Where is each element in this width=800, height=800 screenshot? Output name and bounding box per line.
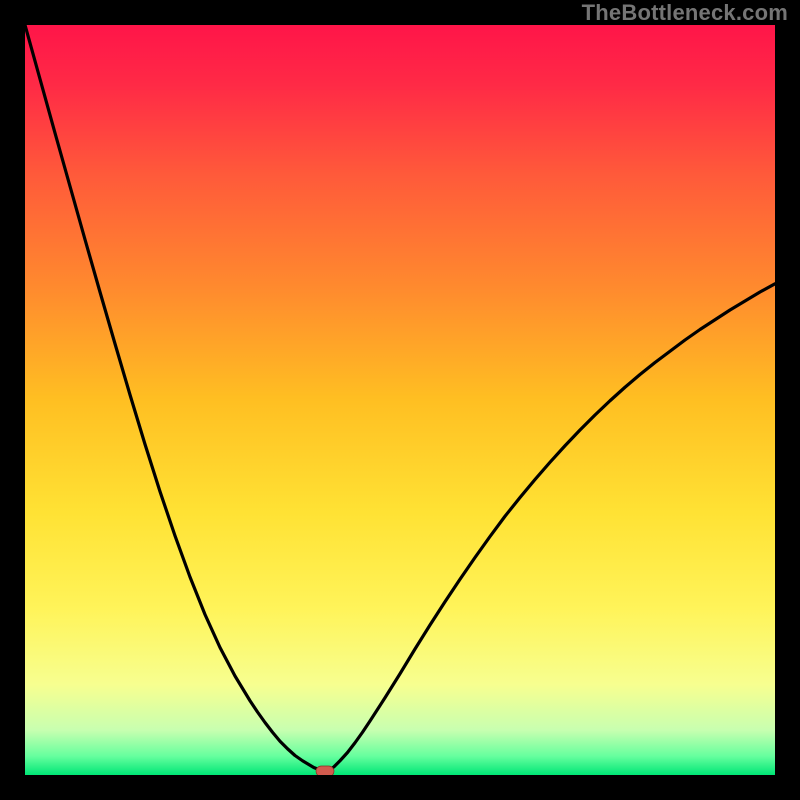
plot-area: [25, 25, 775, 775]
chart-frame: TheBottleneck.com: [0, 0, 800, 800]
watermark-text: TheBottleneck.com: [582, 0, 788, 26]
bottleneck-curve-chart: [25, 25, 775, 775]
chart-background: [25, 25, 775, 775]
optimal-point-marker: [316, 766, 334, 775]
